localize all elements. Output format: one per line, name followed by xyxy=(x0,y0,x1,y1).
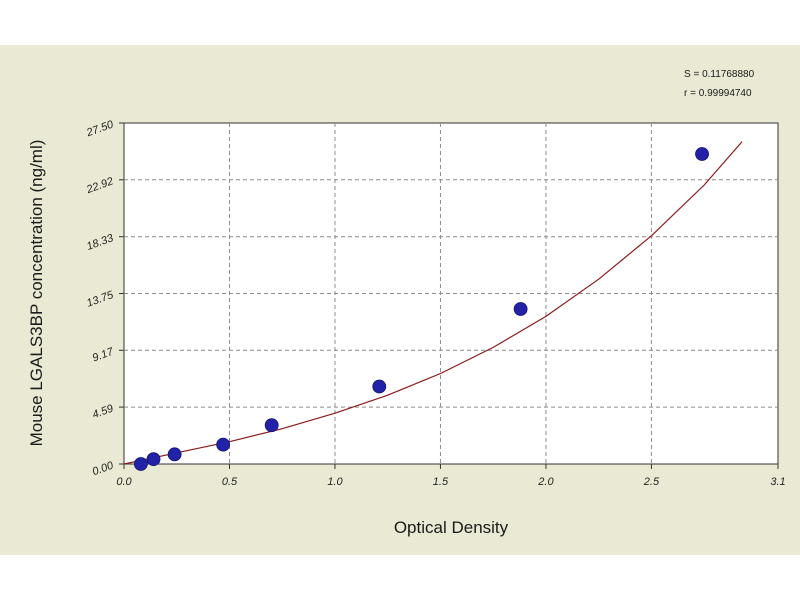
data-points-layer xyxy=(133,147,709,471)
x-tick-label: 0.5 xyxy=(222,476,238,488)
chart-svg: 0.0 0.5 1.0 1.5 2.0 2.5 3.1 0.00 4.59 9.17 13.75 18… xyxy=(27,69,786,537)
chart-panel: 0.0 0.5 1.0 1.5 2.0 2.5 3.1 0.00 4.59 9.17 13.75 18… xyxy=(0,45,800,555)
fit-curve-layer xyxy=(123,141,743,465)
data-point xyxy=(372,379,387,394)
y-tick-label: 4.59 xyxy=(91,403,115,422)
y-axis-title: Mouse LGALS3BP concentration (ng/ml) xyxy=(27,140,46,447)
x-tick-label: 3.1 xyxy=(770,476,785,488)
x-tick-label: 1.5 xyxy=(433,476,449,488)
y-tick-label: 18.33 xyxy=(85,232,116,253)
data-point xyxy=(133,457,148,471)
data-point xyxy=(695,147,709,161)
data-point xyxy=(167,447,182,462)
fit-stat-r: r = 0.99994740 xyxy=(684,88,752,99)
data-point xyxy=(216,437,231,452)
y-tick-label: 9.17 xyxy=(91,346,116,365)
data-point xyxy=(264,418,279,433)
x-tick-label: 1.0 xyxy=(327,476,343,488)
y-tick-label: 22.92 xyxy=(84,175,115,196)
y-tick-label: 13.75 xyxy=(85,289,116,310)
x-axis-title: Optical Density xyxy=(394,518,509,537)
y-tick-label: 27.50 xyxy=(84,118,116,139)
fit-stat-s: S = 0.11768880 xyxy=(684,69,755,80)
grid-lines xyxy=(124,123,778,464)
data-point xyxy=(513,302,528,316)
axis-ticks: 0.0 0.5 1.0 1.5 2.0 2.5 3.1 0.00 4.59 9.17 13.75 18… xyxy=(84,118,786,488)
data-point xyxy=(146,452,161,467)
x-tick-label: 2.0 xyxy=(537,476,554,488)
fit-curve-line xyxy=(123,141,743,465)
x-tick-label: 2.5 xyxy=(643,476,660,488)
y-tick-label: 0.00 xyxy=(91,459,116,478)
x-tick-label: 0.0 xyxy=(116,476,132,488)
